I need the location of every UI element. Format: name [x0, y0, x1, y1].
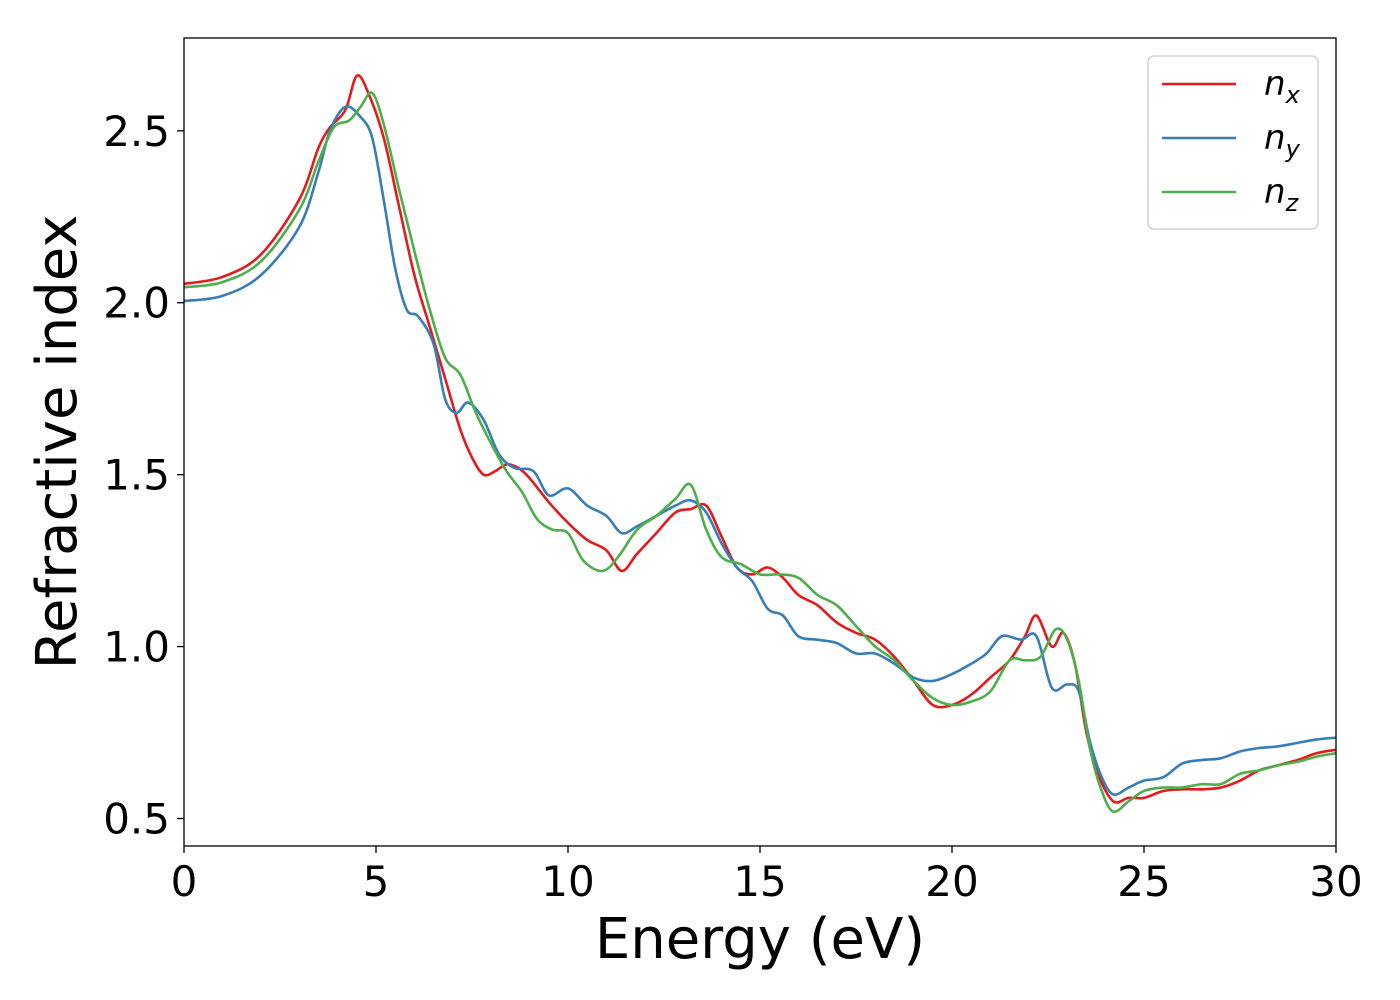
y-tick-label: 2.5 [103, 107, 170, 156]
x-tick-label: 0 [171, 857, 198, 906]
x-tick-label: 5 [363, 857, 390, 906]
series-line-ny [183, 105, 1337, 797]
legend: nx ny nz [1147, 55, 1319, 230]
series-line-nz [183, 91, 1337, 814]
series-line-nx [183, 74, 1337, 804]
y-tick-label: 2.0 [103, 279, 170, 328]
x-tick-label: 30 [1309, 857, 1362, 906]
x-axis-title: Energy (eV) [595, 907, 925, 972]
y-tick-label: 1.5 [103, 451, 170, 500]
legend-box [1147, 55, 1319, 230]
y-axis-title: Refractive index [25, 215, 90, 670]
legend-label-nx: nx [1264, 64, 1301, 109]
x-tick-label: 25 [1117, 857, 1170, 906]
plot-lines [183, 74, 1337, 814]
x-axis-ticks: 0 5 10 15 20 25 30 [171, 846, 1363, 906]
x-tick-label: 10 [541, 857, 594, 906]
y-tick-label: 0.5 [103, 794, 170, 843]
y-axis-ticks: 0.5 1.0 1.5 2.0 2.5 [103, 107, 184, 843]
y-tick-label: 1.0 [103, 623, 170, 672]
legend-label-nz: nz [1264, 172, 1300, 217]
x-tick-label: 20 [925, 857, 978, 906]
legend-label-ny: ny [1264, 118, 1301, 163]
x-tick-label: 15 [733, 857, 786, 906]
